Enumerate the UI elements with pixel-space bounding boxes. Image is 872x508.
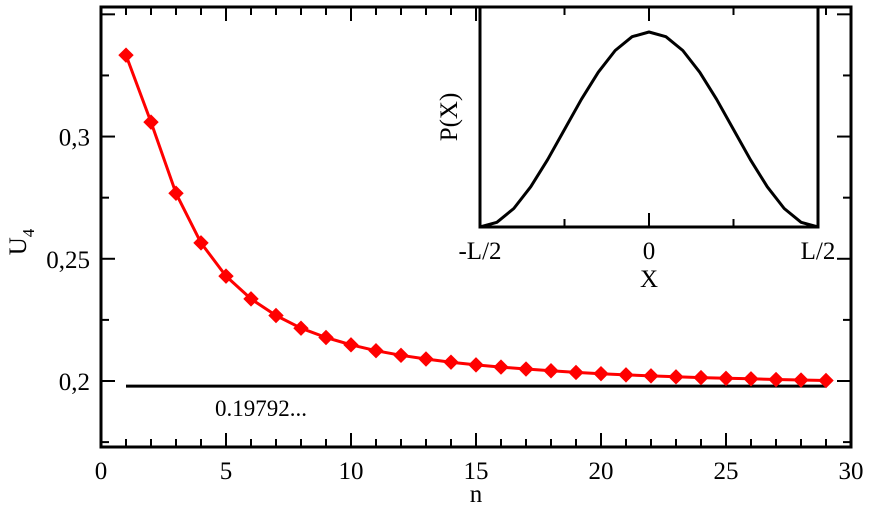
data-point <box>218 268 234 284</box>
data-point <box>318 329 334 346</box>
x-tick-label: 30 <box>839 458 864 485</box>
data-point <box>393 347 409 364</box>
inset-x-tick-label: L/2 <box>801 238 836 265</box>
data-point <box>443 354 459 370</box>
data-point <box>268 307 284 324</box>
data-point <box>543 363 559 379</box>
data-point <box>643 368 659 384</box>
inset-x-tick-label: 0 <box>643 238 656 265</box>
x-tick-label: 0 <box>95 458 108 485</box>
inset-y-axis-label: P(X) <box>436 93 463 142</box>
data-point <box>493 359 509 375</box>
x-tick-label: 15 <box>464 458 489 485</box>
main-plot: 0 5 10 15 20 25 30 0,2 0,25 0,3 n U4 0.19792... <box>5 5 864 508</box>
y-tick-label: 0,25 <box>46 247 90 274</box>
data-point <box>118 47 134 63</box>
y-axis-label: U4 <box>5 228 38 255</box>
y-axis-label-subscript: 4 <box>19 228 38 237</box>
y-tick-label: 0,3 <box>59 125 90 152</box>
data-point <box>293 320 309 336</box>
data-point <box>518 361 534 377</box>
data-point <box>693 369 709 386</box>
data-point <box>818 372 834 389</box>
inset-plot: -L/2 0 L/2 X P(X) <box>436 5 836 293</box>
x-axis-label: n <box>470 481 483 508</box>
data-point <box>143 114 159 130</box>
data-point <box>243 291 259 307</box>
data-point <box>718 370 734 387</box>
data-point <box>768 371 784 388</box>
data-point <box>418 351 434 367</box>
inset-frame <box>478 5 820 229</box>
y-tick-label: 0,2 <box>59 369 90 396</box>
x-tick-label: 10 <box>339 458 364 485</box>
data-point <box>743 371 759 387</box>
inset-x-tick-label: -L/2 <box>458 238 501 265</box>
reference-line-label: 0.19792... <box>215 396 307 421</box>
data-point <box>193 235 209 251</box>
data-point <box>168 185 184 201</box>
inset-x-axis-label: X <box>640 266 658 293</box>
data-point <box>593 365 609 382</box>
data-point <box>468 357 484 373</box>
data-point <box>343 337 359 353</box>
data-point <box>368 342 384 359</box>
x-tick-label: 5 <box>220 458 233 485</box>
y-axis-label-main: U <box>5 237 32 255</box>
x-tick-label: 20 <box>589 458 614 485</box>
data-point <box>793 372 809 388</box>
data-point <box>668 369 684 385</box>
inset-curve <box>479 30 819 229</box>
data-point <box>568 364 584 381</box>
data-point <box>618 367 634 383</box>
x-tick-label: 25 <box>714 458 739 485</box>
